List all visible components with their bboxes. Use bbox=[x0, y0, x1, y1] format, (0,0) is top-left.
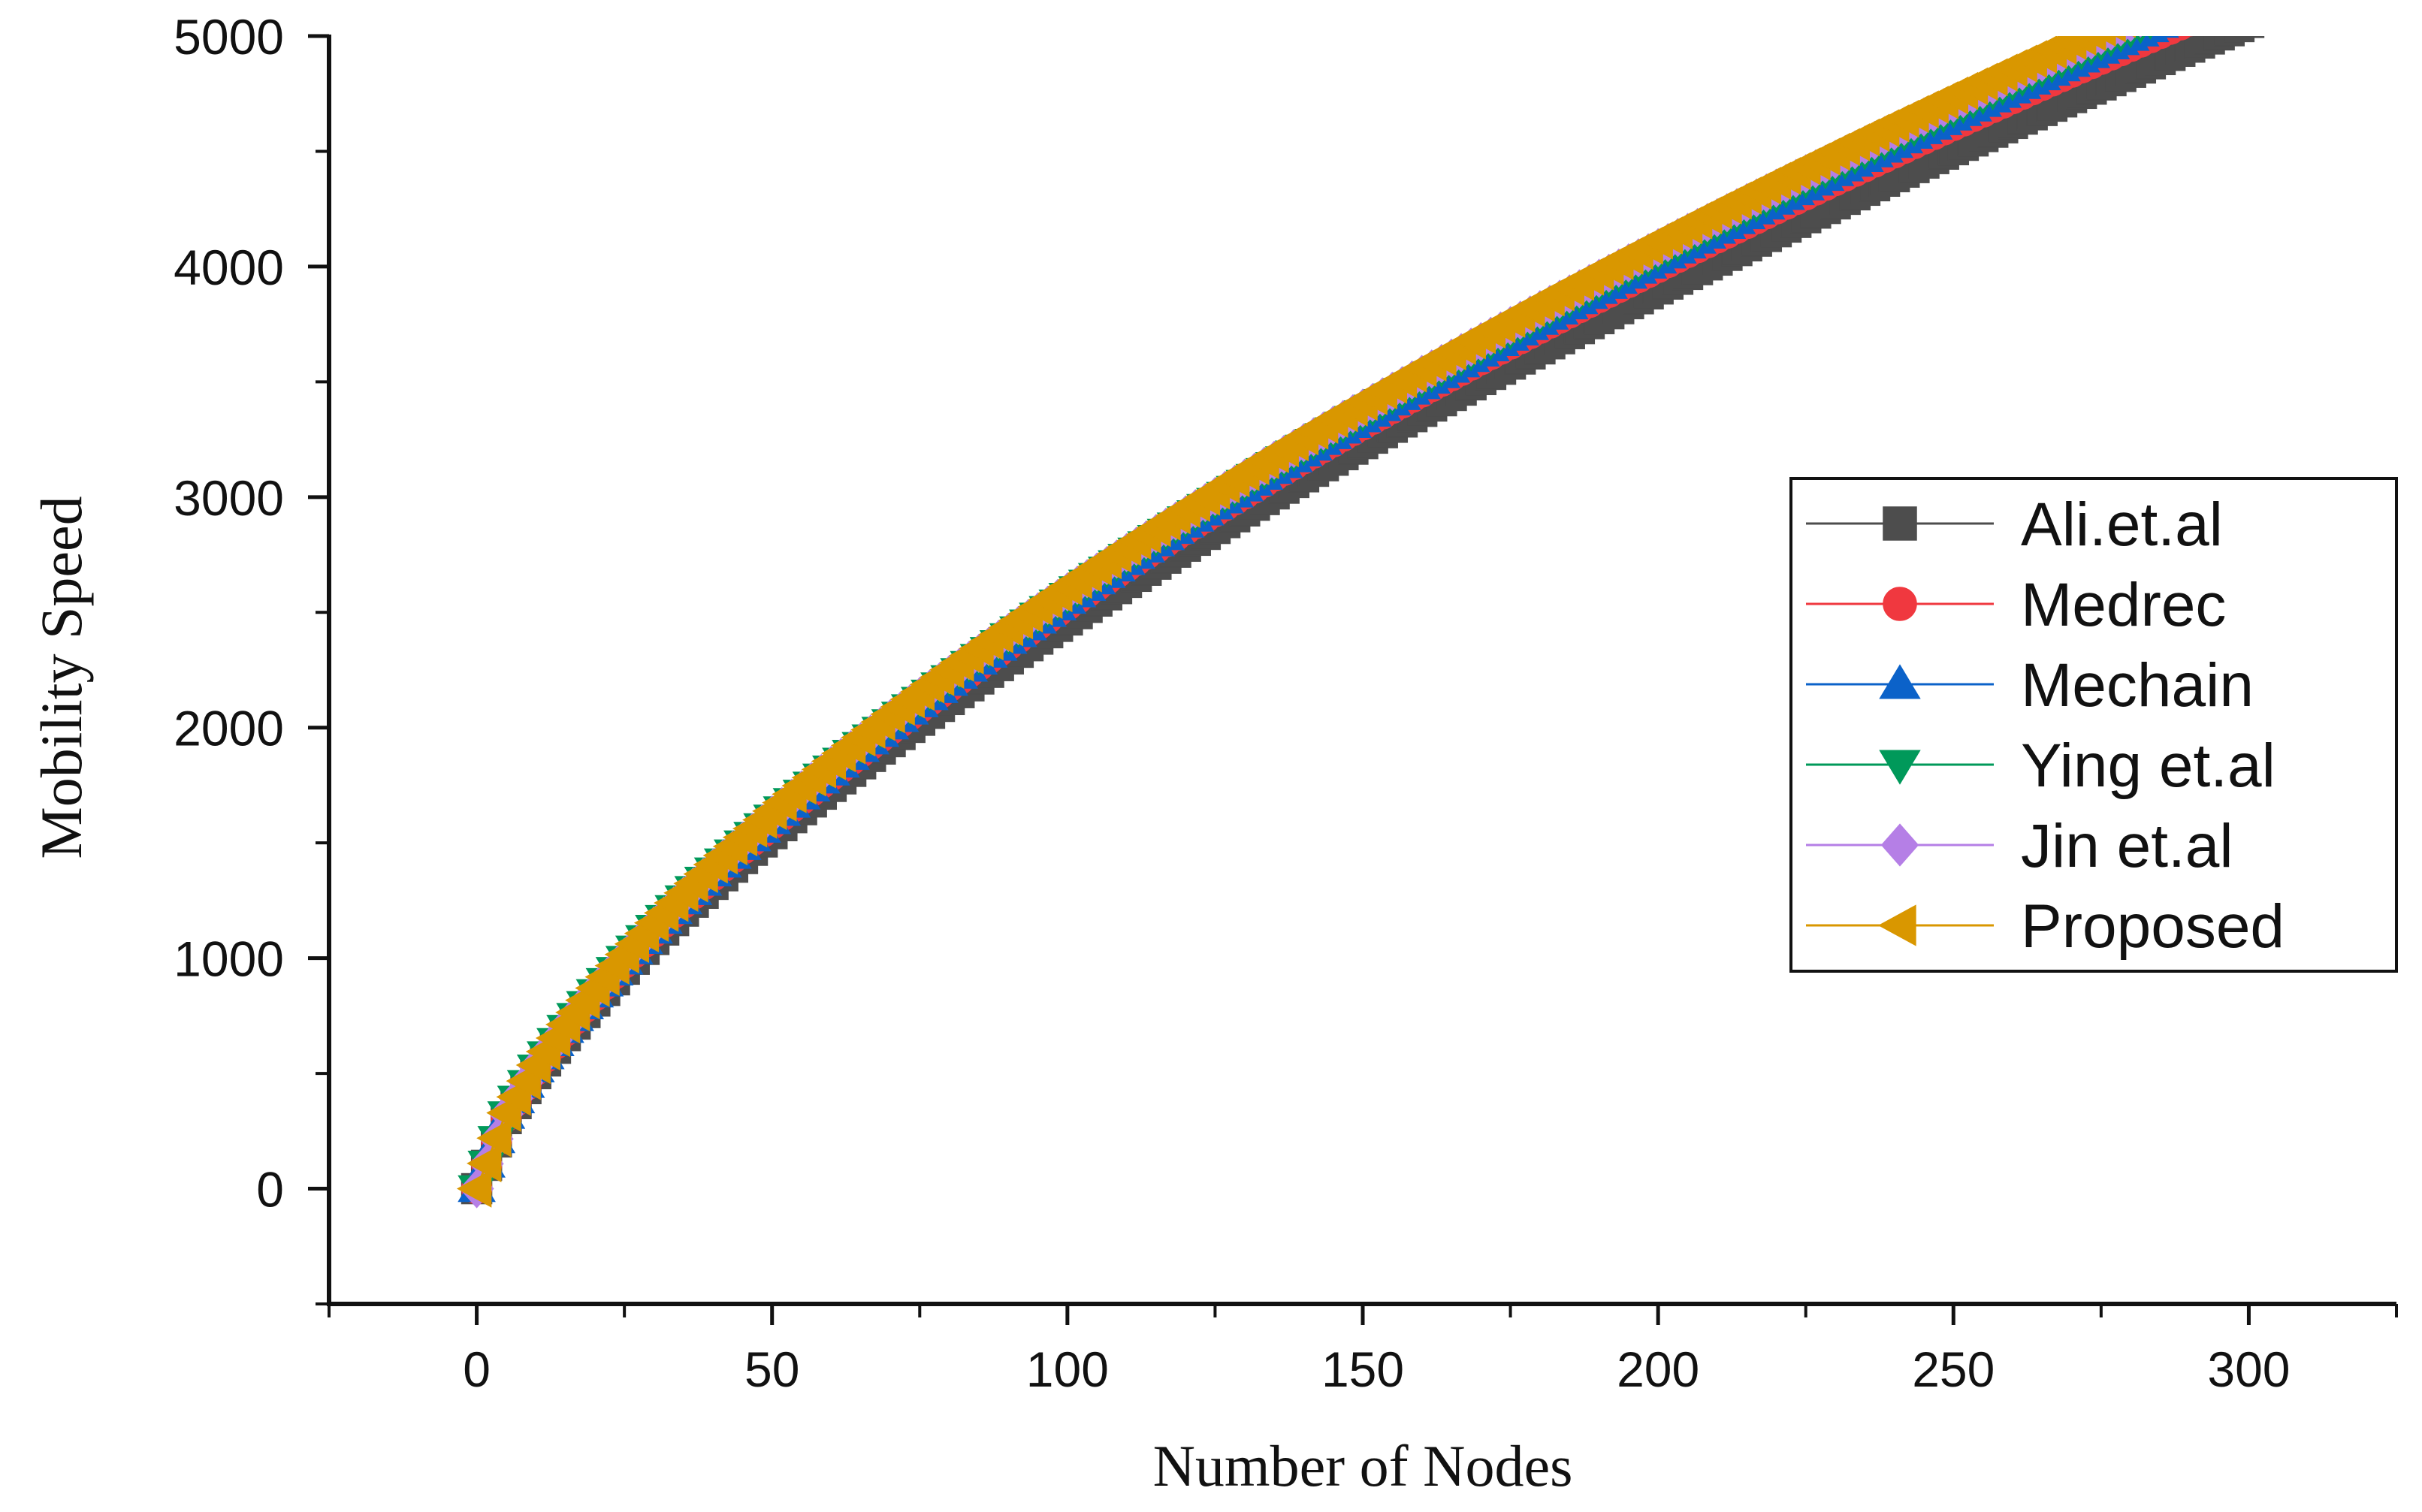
data-point bbox=[2139, 36, 2143, 38]
legend: Ali.et.al Medrec Mechain Ying et.al Jin et.a… bbox=[1789, 477, 2398, 973]
y-tick-label: 4000 bbox=[174, 240, 284, 295]
data-point bbox=[2223, 36, 2255, 43]
x-tick-label: 50 bbox=[744, 1341, 799, 1397]
data-point bbox=[2233, 36, 2265, 38]
data-point bbox=[2135, 36, 2146, 44]
legend-marker bbox=[1883, 587, 1917, 621]
legend-label: Mechain bbox=[2021, 651, 2254, 720]
x-tick-label: 100 bbox=[1026, 1341, 1109, 1397]
y-ticks: 0 1000 2000 3000 4000 5000 bbox=[174, 9, 329, 1305]
legend-box bbox=[1789, 477, 2398, 973]
legend-marker bbox=[1883, 506, 1917, 541]
x-ticks: 0 50 100 150 200 250 300 bbox=[328, 1304, 2398, 1397]
legend-item: Proposed bbox=[1806, 892, 2285, 961]
legend-item: Jin et.al bbox=[1806, 812, 2233, 880]
data-point bbox=[2148, 36, 2153, 41]
legend-label: Proposed bbox=[2021, 892, 2285, 961]
y-axis-title: Mobility Speed bbox=[29, 496, 94, 859]
legend-marker bbox=[1880, 823, 1919, 867]
x-tick-label: 300 bbox=[2207, 1341, 2290, 1397]
data-point bbox=[2114, 36, 2126, 43]
legend-marker bbox=[1879, 750, 1921, 785]
data-point bbox=[476, 1118, 512, 1157]
series-5 bbox=[457, 36, 2136, 1208]
x-tick-label: 200 bbox=[1617, 1341, 1699, 1397]
legend-item: Ali.et.al bbox=[1806, 490, 2223, 559]
legend-label: Medrec bbox=[2021, 571, 2226, 639]
legend-marker bbox=[1879, 664, 1921, 699]
legend-label: Ying et.al bbox=[2021, 732, 2276, 800]
series-layer bbox=[457, 36, 2265, 1209]
data-point bbox=[467, 1144, 502, 1183]
y-tick-label: 1000 bbox=[174, 931, 284, 987]
x-axis-title: Number of Nodes bbox=[1153, 1433, 1573, 1498]
x-tick-label: 150 bbox=[1321, 1341, 1404, 1397]
y-tick-label: 3000 bbox=[174, 470, 284, 526]
y-tick-label: 2000 bbox=[174, 701, 284, 756]
data-point bbox=[2125, 36, 2137, 43]
data-point bbox=[2096, 36, 2116, 47]
y-tick-label: 5000 bbox=[174, 9, 284, 65]
legend-item: Ying et.al bbox=[1806, 732, 2276, 800]
x-tick-label: 250 bbox=[1912, 1341, 1995, 1397]
data-point bbox=[2132, 36, 2136, 38]
data-point bbox=[457, 1169, 492, 1208]
legend-item: Mechain bbox=[1806, 651, 2254, 720]
y-tick-label: 0 bbox=[256, 1162, 284, 1218]
legend-label: Ali.et.al bbox=[2021, 490, 2223, 559]
data-point bbox=[2078, 36, 2106, 52]
legend-item: Medrec bbox=[1806, 571, 2226, 639]
x-tick-label: 0 bbox=[463, 1341, 491, 1397]
legend-label: Jin et.al bbox=[2021, 812, 2233, 880]
legend-marker bbox=[1877, 904, 1916, 946]
